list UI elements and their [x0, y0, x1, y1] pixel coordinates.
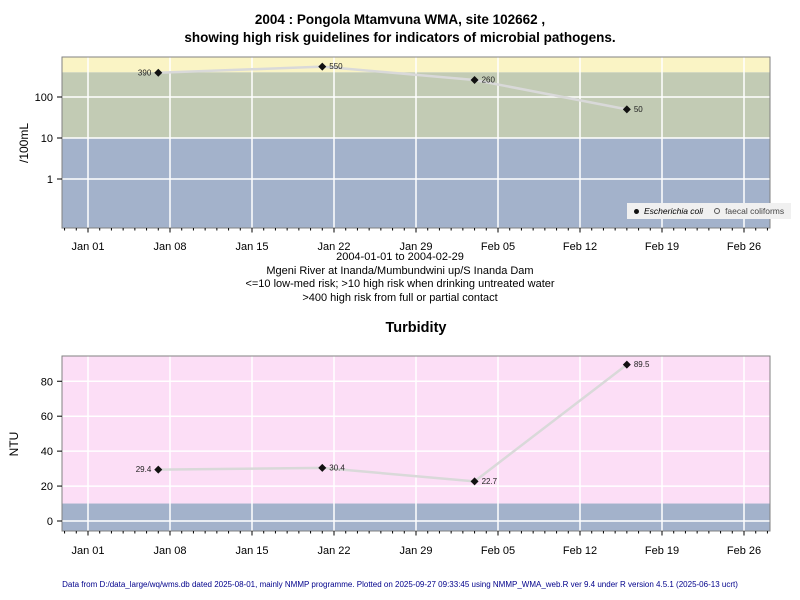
main-title-line1: 2004 : Pongola Mtamvuna WMA, site 102662… [254, 12, 546, 27]
main-title: 2004 : Pongola Mtamvuna WMA, site 102662… [0, 11, 800, 47]
x-tick-label: Jan 08 [153, 241, 186, 253]
y-axis-label-ntu: NTU [7, 431, 21, 457]
y-tick-label: 1 [47, 174, 53, 186]
legend: Escherichia coli faecal coliforms [627, 203, 792, 219]
x-tick-label: Jan 22 [317, 545, 350, 557]
data-point [154, 68, 163, 77]
x-tick-label: Jan 01 [71, 241, 104, 253]
x-tick-label: Feb 05 [481, 545, 515, 557]
x-tick-label: Feb 05 [481, 241, 515, 253]
ecoli-marker-icon [634, 208, 639, 214]
data-point [318, 62, 327, 71]
caption-guideline-1: <=10 low-med risk; >10 high risk when dr… [245, 278, 555, 290]
data-point-label: 22.7 [482, 477, 498, 486]
x-tick-label: Feb 12 [563, 545, 597, 557]
x-tick-label: Jan 29 [399, 241, 432, 253]
x-tick-label: Feb 26 [727, 241, 761, 253]
x-tick-label: Feb 26 [727, 545, 761, 557]
data-point-label: 89.5 [634, 360, 650, 369]
y-tick-label: 10 [41, 133, 53, 145]
data-point [622, 360, 631, 369]
x-tick-label: Feb 12 [563, 241, 597, 253]
caption-block: 2004-01-01 to 2004-02-29 Mgeni River at … [0, 251, 800, 305]
y-tick-label: 40 [41, 446, 53, 458]
data-point-label: 260 [482, 75, 496, 84]
x-tick-label: Jan 15 [235, 241, 268, 253]
data-point [622, 105, 631, 114]
data-point-label: 30.4 [329, 463, 345, 472]
y-tick-label: 80 [41, 376, 53, 388]
main-title-line2: showing high risk guidelines for indicat… [184, 30, 616, 45]
legend-label-ecoli: Escherichia coli [644, 206, 704, 216]
data-point [470, 477, 479, 486]
x-tick-label: Jan 15 [235, 545, 268, 557]
data-point [470, 75, 479, 84]
x-tick-label: Jan 29 [399, 545, 432, 557]
turbidity-title: Turbidity [385, 320, 447, 336]
faecal-coliforms-marker-icon [714, 208, 721, 214]
data-point-label: 550 [329, 62, 343, 71]
series-line [158, 65, 628, 111]
y-tick-label: 20 [41, 481, 53, 493]
caption-date-range: 2004-01-01 to 2004-02-29 [336, 251, 464, 263]
data-point-label: 390 [138, 68, 152, 77]
x-tick-label: Jan 08 [153, 545, 186, 557]
series-line [158, 363, 628, 483]
y-axis-label-per-100ml: /100mL [17, 122, 31, 164]
y-tick-label: 100 [35, 92, 53, 104]
x-tick-label: Feb 19 [645, 241, 679, 253]
y-tick-label: 60 [41, 411, 53, 423]
data-point-label: 50 [634, 105, 643, 114]
footer-note: Data from D:/data_large/wq/wms.db dated … [62, 580, 738, 589]
legend-label-faecal-coliforms: faecal coliforms [725, 206, 785, 216]
data-point-label: 29.4 [136, 465, 152, 474]
x-tick-label: Jan 22 [317, 241, 350, 253]
data-point [318, 463, 327, 472]
caption-site-name: Mgeni River at Inanda/Mumbundwini up/S I… [266, 264, 534, 277]
x-tick-label: Jan 01 [71, 545, 104, 557]
data-point [154, 465, 163, 474]
caption-guideline-2: >400 high risk from full or partial cont… [302, 291, 498, 304]
x-tick-label: Feb 19 [645, 545, 679, 557]
y-tick-label: 0 [47, 516, 53, 528]
